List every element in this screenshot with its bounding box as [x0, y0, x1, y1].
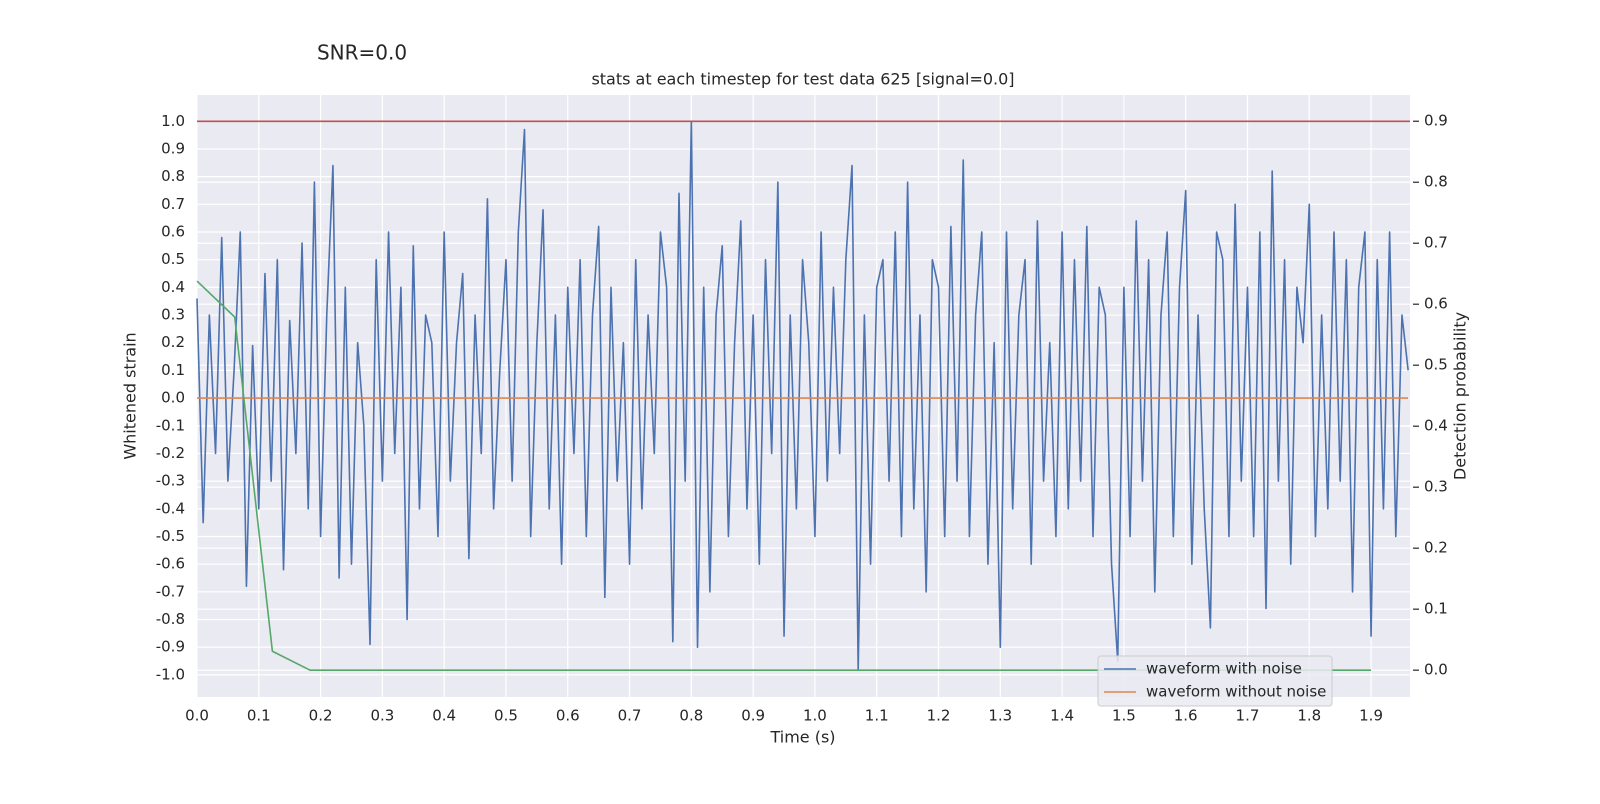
y-tick-label: -0.8 [156, 610, 185, 628]
y-tick-label: 0.2 [161, 333, 185, 351]
y-tick-label: -0.4 [156, 499, 185, 517]
y2-tick-label: 0.7 [1424, 234, 1448, 252]
y-tick-label: -0.6 [156, 555, 185, 573]
y-tick-label: -0.5 [156, 527, 185, 545]
x-tick-label: 1.1 [865, 707, 889, 725]
x-axis-label: Time (s) [769, 728, 835, 747]
chart-title: stats at each timestep for test data 625… [591, 70, 1014, 89]
y-tick-label: 0.5 [161, 250, 185, 268]
y2-tick-label: 0.6 [1424, 295, 1448, 313]
y-tick-label: -0.2 [156, 444, 185, 462]
x-tick-label: 0.1 [247, 707, 271, 725]
y2-tick-label: 0.3 [1424, 478, 1448, 496]
x-tick-label: 1.4 [1050, 707, 1074, 725]
x-tick-label: 1.9 [1359, 707, 1383, 725]
x-tick-label: 0.7 [618, 707, 642, 725]
y-tick-label: 0.3 [161, 306, 185, 324]
y-axis-label: Whitened strain [121, 332, 140, 459]
y-tick-label: -0.3 [156, 472, 185, 490]
x-tick-label: 0.2 [309, 707, 333, 725]
x-tick-label: 0.0 [185, 707, 209, 725]
legend-label: waveform with noise [1146, 660, 1302, 678]
y2-tick-label: 0.5 [1424, 356, 1448, 374]
x-tick-label: 1.0 [803, 707, 827, 725]
y-tick-label: 0.1 [161, 361, 185, 379]
legend: waveform with noise waveform without nois… [1097, 655, 1333, 707]
y-tick-label: 0.9 [161, 139, 185, 157]
plot-area [197, 95, 1410, 697]
y-tick-label: 0.0 [161, 389, 185, 407]
x-tick-label: 0.5 [494, 707, 518, 725]
legend-label: waveform without noise [1146, 683, 1326, 701]
y-tick-label: 0.7 [161, 195, 185, 213]
x-tick-label: 1.2 [927, 707, 951, 725]
y2-tick-label: 0.1 [1424, 600, 1448, 618]
x-tick-label: 1.3 [988, 707, 1012, 725]
suptitle: SNR=0.0 [317, 41, 407, 65]
y-tick-label: 0.8 [161, 167, 185, 185]
series-line [196, 120, 1409, 671]
y2-axis-label: Detection probability [1451, 312, 1470, 480]
y-tick-label: -1.0 [156, 665, 185, 683]
y-tick-label: -0.7 [156, 582, 185, 600]
y2-tick-label: 0.9 [1424, 112, 1448, 130]
x-tick-label: 0.3 [370, 707, 394, 725]
x-tick-label: 0.4 [432, 707, 456, 725]
y2-tick-label: 0.8 [1424, 173, 1448, 191]
x-tick-label: 0.9 [741, 707, 765, 725]
y-tick-label: 0.6 [161, 223, 185, 241]
x-tick-label: 1.7 [1236, 707, 1260, 725]
x-tick-label: 0.6 [556, 707, 580, 725]
y-tick-label: -0.9 [156, 638, 185, 656]
x-tick-label: 1.5 [1112, 707, 1136, 725]
y2-tick-label: 0.4 [1424, 417, 1448, 435]
legend-box [1097, 655, 1333, 707]
y-tick-label: 0.4 [161, 278, 185, 296]
y2-tick-label: 0.0 [1424, 661, 1448, 679]
y-tick-label: -0.1 [156, 416, 185, 434]
x-tick-label: 0.8 [679, 707, 703, 725]
series-line [196, 280, 1372, 671]
x-tick-label: 1.8 [1297, 707, 1321, 725]
x-tick-label: 1.6 [1174, 707, 1198, 725]
y2-tick-label: 0.2 [1424, 539, 1448, 557]
y-tick-label: 1.0 [161, 112, 185, 130]
